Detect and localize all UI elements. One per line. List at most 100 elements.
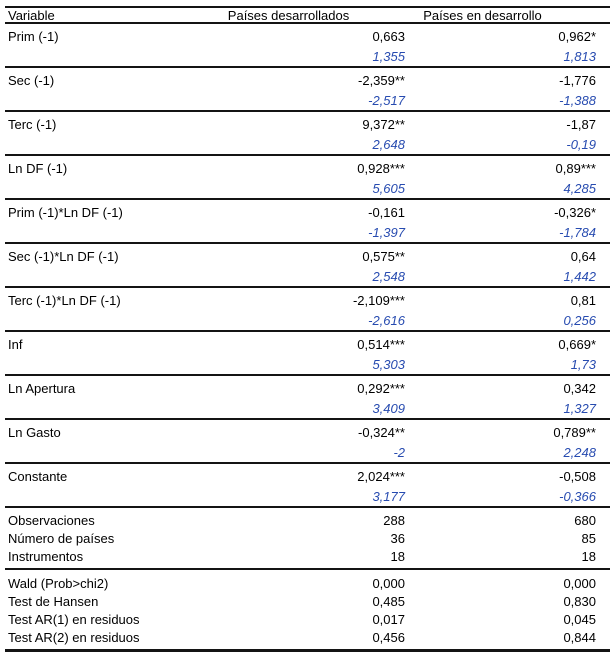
variable-label: Terc (-1) [8,116,57,132]
developed-tstat-value: -2,616 [368,312,405,328]
developing-tstat-value: 0,256 [563,312,596,328]
developed-tstat-value: 3,409 [372,400,405,416]
coefficient-line: Inf 0,514*** 0,669* [5,334,610,354]
coefficient-block: Prim (-1)*Ln DF (-1) -0,161 -0,326* -1,3… [5,200,610,244]
variable-label: Prim (-1)*Ln DF (-1) [8,204,123,220]
developing-coefficient-value: 0,669* [558,336,596,352]
variable-label: Prim (-1) [8,28,59,44]
developed-coefficient-value: -2,109*** [352,292,405,308]
developed-coefficient-value: 0,575** [362,248,405,264]
stat-developing-value: 0,830 [563,593,596,609]
column-header-developed-countries: Países desarrollados [227,7,350,23]
developing-tstat-value: 4,285 [563,180,596,196]
developed-tstat-value: 2,548 [372,268,405,284]
tstat-line: -2 2,248 [5,442,610,462]
developing-coefficient-value: -0,326* [554,204,596,220]
developing-tstat-value: 2,248 [563,444,596,460]
coefficient-block: Terc (-1)*Ln DF (-1) -2,109*** 0,81 -2,6… [5,288,610,332]
stat-developing-value: 680 [574,512,596,528]
tstat-line: 5,303 1,73 [5,354,610,374]
stat-developing-value: 0,045 [563,611,596,627]
developed-coefficient-value: -2,359** [358,72,405,88]
stat-developed-value: 36 [390,530,405,546]
developed-tstat-value: 2,648 [372,136,405,152]
tstat-line: -2,517 -1,388 [5,90,610,110]
developing-coefficient-value: 0,342 [563,380,596,396]
developed-coefficient-value: 9,372** [362,116,405,132]
developing-coefficient-value: 0,789** [553,424,596,440]
tstat-line: 3,177 -0,366 [5,486,610,506]
developed-tstat-value: -2,517 [368,92,405,108]
coefficient-block: Ln Apertura 0,292*** 0,342 3,409 1,327 [5,376,610,420]
coefficient-block: Prim (-1) 0,663 0,962* 1,355 1,813 [5,24,610,68]
coefficient-block: Constante 2,024*** -0,508 3,177 -0,366 [5,464,610,508]
stat-developed-value: 18 [390,548,405,564]
variable-label: Terc (-1)*Ln DF (-1) [8,292,121,308]
developed-coefficient-value: 0,292*** [357,380,405,396]
variable-label: Ln DF (-1) [8,160,68,176]
tstat-line: 2,548 1,442 [5,266,610,286]
variable-label: Constante [8,468,68,484]
developed-tstat-value: 5,303 [372,356,405,372]
coefficient-line: Prim (-1)*Ln DF (-1) -0,161 -0,326* [5,202,610,222]
developed-tstat-value: 5,605 [372,180,405,196]
test-stats-section: Wald (Prob>chi2) 0,000 0,000 Test de Han… [5,570,610,649]
developed-coefficient-value: 0,928*** [357,160,405,176]
coefficient-line: Sec (-1) -2,359** -1,776 [5,70,610,90]
variable-label: Ln Apertura [8,380,76,396]
stat-developed-value: 288 [383,512,405,528]
developing-coefficient-value: 0,962* [558,28,596,44]
stat-row: Test AR(2) en residuos 0,456 0,844 [5,628,610,646]
developing-coefficient-value: 0,64 [570,248,596,264]
developed-tstat-value: 3,177 [372,488,405,504]
coefficient-line: Constante 2,024*** -0,508 [5,466,610,486]
developing-tstat-value: 1,327 [563,400,596,416]
stat-label: Test AR(2) en residuos [8,629,140,645]
developed-tstat-value: 1,355 [372,48,405,64]
column-header-developing-countries: Países en desarrollo [423,7,542,23]
coefficient-line: Ln Apertura 0,292*** 0,342 [5,378,610,398]
stat-label: Observaciones [8,512,95,528]
stat-row: Número de países 36 85 [5,529,610,547]
coefficient-block: Ln DF (-1) 0,928*** 0,89*** 5,605 4,285 [5,156,610,200]
developing-tstat-value: -0,19 [566,136,596,152]
coefficient-line: Ln Gasto -0,324** 0,789** [5,422,610,442]
coefficient-block: Inf 0,514*** 0,669* 5,303 1,73 [5,332,610,376]
coefficient-line: Ln DF (-1) 0,928*** 0,89*** [5,158,610,178]
variable-label: Ln Gasto [8,424,61,440]
stat-label: Instrumentos [8,548,84,564]
variable-label: Sec (-1)*Ln DF (-1) [8,248,119,264]
tstat-line: 3,409 1,327 [5,398,610,418]
developing-tstat-value: -0,366 [559,488,596,504]
developing-tstat-value: 1,442 [563,268,596,284]
stat-label: Test AR(1) en residuos [8,611,140,627]
coefficient-block: Terc (-1) 9,372** -1,87 2,648 -0,19 [5,112,610,156]
stat-row: Instrumentos 18 18 [5,547,610,565]
coefficient-line: Terc (-1) 9,372** -1,87 [5,114,610,134]
developing-coefficient-value: 0,81 [570,292,596,308]
developed-tstat-value: -2 [393,444,405,460]
variable-label: Sec (-1) [8,72,55,88]
developed-coefficient-value: 0,663 [372,28,405,44]
tstat-line: 2,648 -0,19 [5,134,610,154]
stat-developed-value: 0,017 [372,611,405,627]
coefficient-rows-section: Prim (-1) 0,663 0,962* 1,355 1,813 Sec (… [5,24,610,508]
developed-tstat-value: -1,397 [368,224,405,240]
stat-row: Test AR(1) en residuos 0,017 0,045 [5,610,610,628]
regression-results-table: Variable Países desarrollados Países en … [5,6,610,652]
tstat-line: 5,605 4,285 [5,178,610,198]
tstat-line: -1,397 -1,784 [5,222,610,242]
stat-developing-value: 0,844 [563,629,596,645]
variable-label: Inf [8,336,23,352]
coefficient-line: Terc (-1)*Ln DF (-1) -2,109*** 0,81 [5,290,610,310]
developing-tstat-value: 1,73 [570,356,596,372]
sample-stats-section: Observaciones 288 680 Número de países 3… [5,508,610,570]
developing-tstat-value: -1,784 [559,224,596,240]
developed-coefficient-value: 2,024*** [357,468,405,484]
developing-coefficient-value: -1,87 [566,116,596,132]
stat-developed-value: 0,456 [372,629,405,645]
coefficient-block: Ln Gasto -0,324** 0,789** -2 2,248 [5,420,610,464]
stat-label: Wald (Prob>chi2) [8,575,109,591]
column-header-variable: Variable [8,7,55,23]
developed-coefficient-value: -0,324** [358,424,405,440]
